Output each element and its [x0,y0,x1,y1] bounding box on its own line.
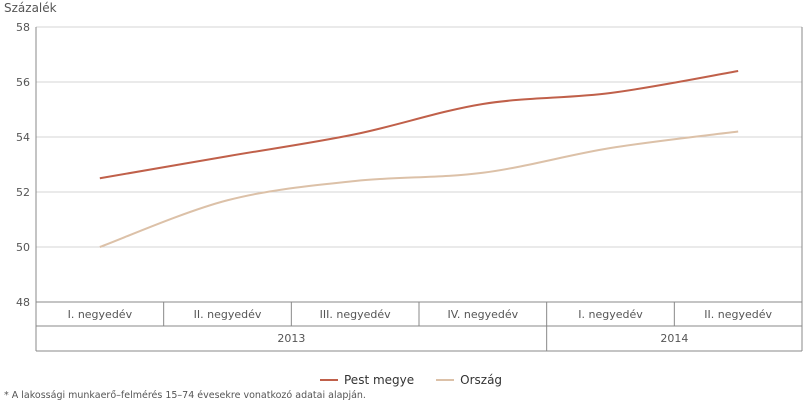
y-tick-label: 50 [16,241,30,254]
series-line-pest-megye [99,70,739,180]
footnote: * A lakossági munkaerő–felmérés 15–74 év… [4,390,366,401]
legend-item-orszag[interactable]: Ország [436,373,502,387]
x-category-label: IV. negyedév [448,308,519,321]
legend-swatch-orszag [436,379,455,381]
x-category-label: II. negyedév [704,308,772,321]
legend-label-pest-megye: Pest megye [344,373,415,387]
x-group-label: 2013 [277,332,305,345]
legend: Pest megye Ország [320,373,502,387]
y-tick-label: 58 [16,21,30,34]
x-category-label: I. negyedév [578,308,643,321]
y-tick-label: 54 [16,131,30,144]
series-line-orszag [99,130,739,248]
legend-label-orszag: Ország [460,373,503,387]
x-category-label: I. negyedév [68,308,133,321]
y-tick-label: 56 [16,76,30,89]
y-tick-label: 48 [16,296,30,309]
series-lines [99,70,739,248]
x-category-label: II. negyedév [194,308,262,321]
x-category-label: III. negyedév [320,308,391,321]
x-axis-category-table: I. negyedév II. negyedév III. negyedév IV. … [36,301,802,352]
x-group-label: 2014 [660,332,688,345]
y-axis-label: Százalék [4,1,57,15]
legend-swatch-pest-megye [320,379,338,381]
y-axis-tick-labels: 48 50 52 54 56 58 [16,21,30,309]
legend-item-pest-megye[interactable]: Pest megye [320,373,414,387]
y-tick-label: 52 [16,186,30,199]
